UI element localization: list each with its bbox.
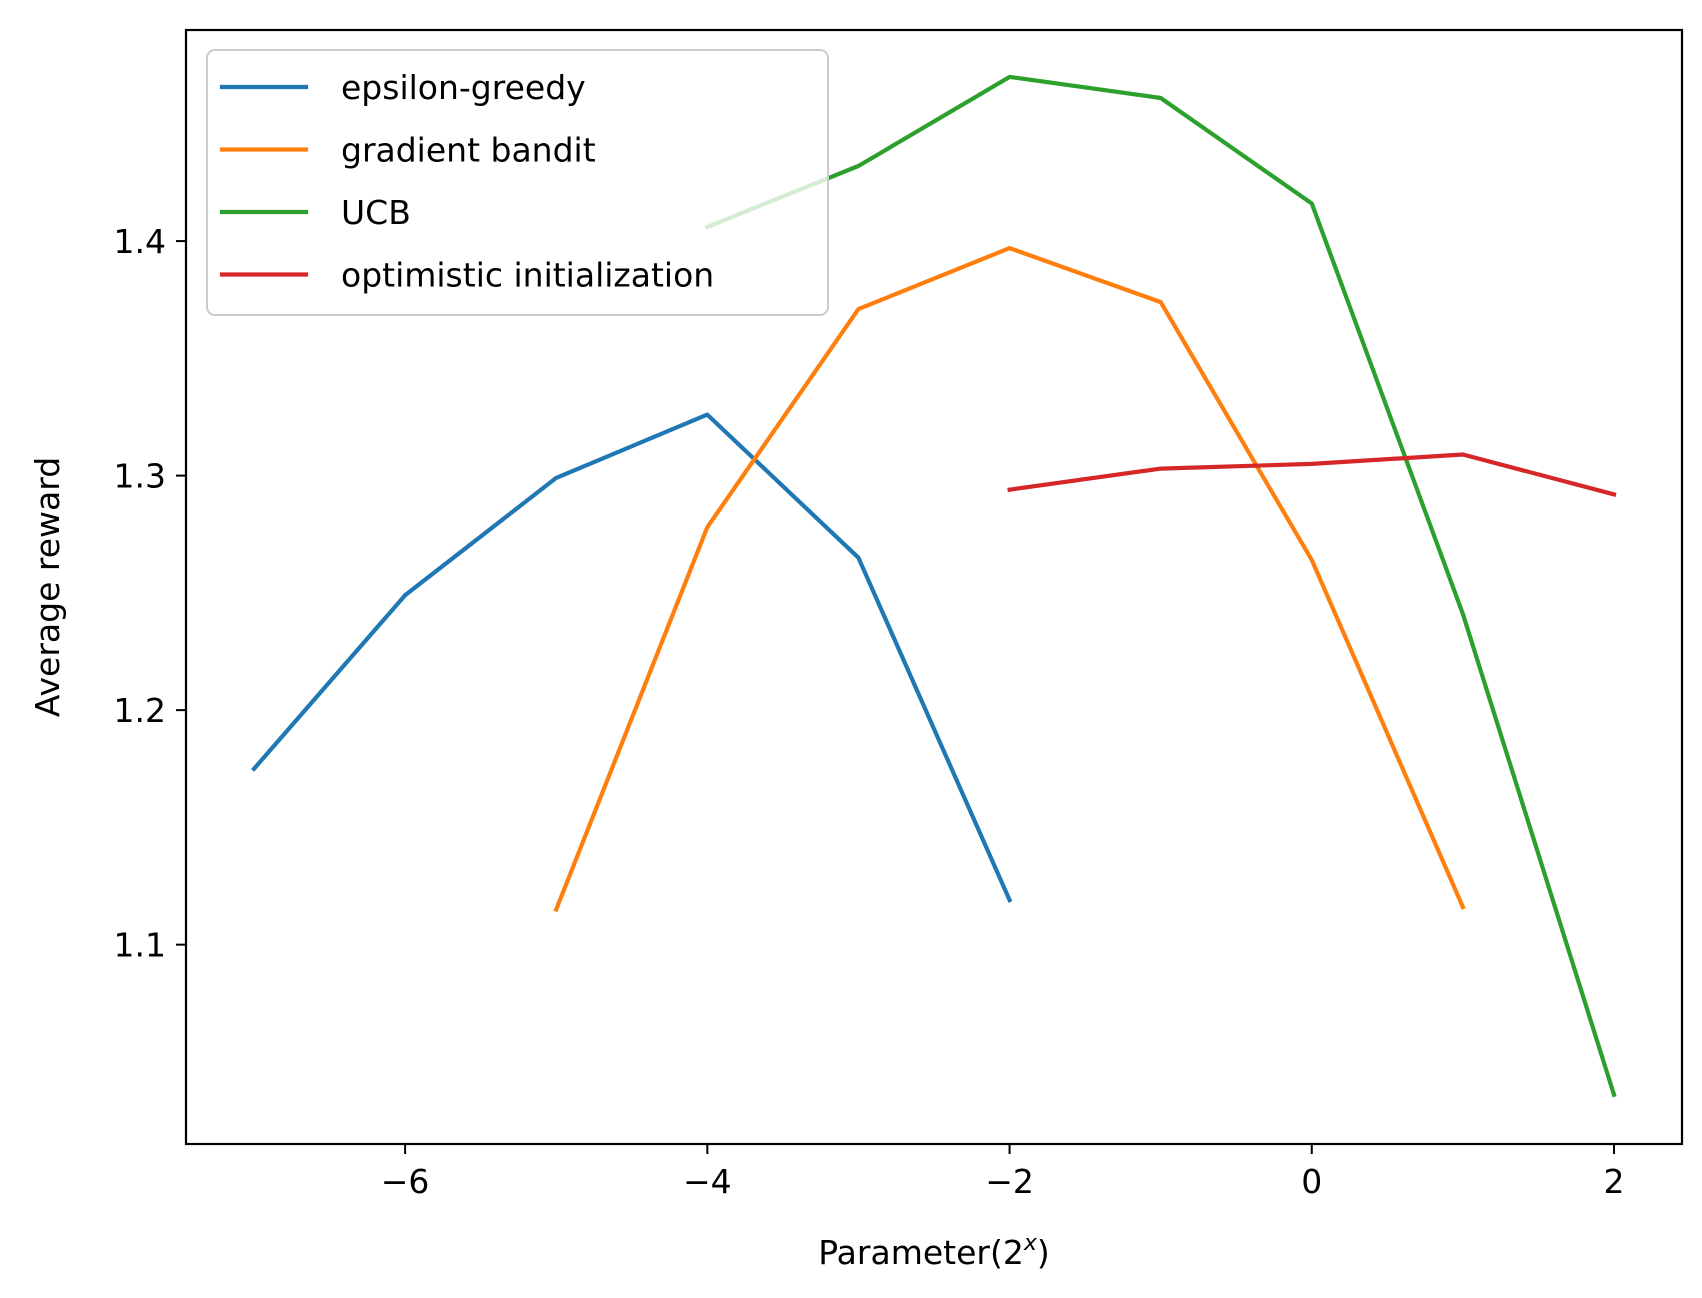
y-axis-ticks: 1.1 1.2 1.3 1.4 — [114, 222, 186, 965]
y-tick-label: 1.2 — [114, 691, 166, 730]
y-tick-label: 1.4 — [114, 222, 166, 261]
x-axis-label: Parameter(2x) — [818, 1231, 1049, 1272]
y-tick-label: 1.3 — [114, 457, 166, 496]
series-line-2 — [704, 74, 1617, 1098]
series-line-0 — [251, 412, 1013, 903]
plot-frame — [184, 28, 1684, 1146]
x-tick-label: −2 — [985, 1162, 1034, 1201]
legend: epsilon-greedy gradient bandit UCB optimist… — [206, 49, 829, 316]
legend-items: epsilon-greedy gradient bandit UCB optimist… — [219, 68, 714, 295]
legend-box — [206, 49, 829, 316]
x-tick-label: −6 — [381, 1162, 430, 1201]
series-line-3 — [1007, 452, 1617, 497]
y-axis-label: Average reward — [28, 457, 67, 717]
x-axis-ticks: −6 −4 −2 0 2 — [381, 1144, 1625, 1201]
legend-label-0: epsilon-greedy — [341, 68, 586, 107]
x-tick-label: 0 — [1301, 1162, 1322, 1201]
series-line-1 — [553, 246, 1466, 913]
legend-label-2: UCB — [341, 193, 411, 232]
legend-label-1: gradient bandit — [341, 131, 596, 170]
x-tick-label: 2 — [1604, 1162, 1625, 1201]
y-tick-label: 1.1 — [114, 926, 166, 965]
x-tick-label: −4 — [683, 1162, 732, 1201]
legend-label-3: optimistic initialization — [341, 256, 714, 295]
series-layer — [251, 74, 1617, 1098]
